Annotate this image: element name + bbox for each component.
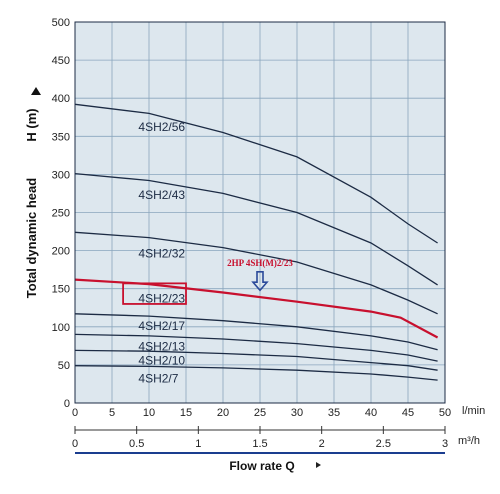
- x2-tick-label: 3: [442, 438, 448, 450]
- plot-frame: [74, 21, 446, 404]
- y-axis-arrow-icon: [31, 87, 41, 95]
- performance-curves: [74, 103, 439, 381]
- x-tick-label: 25: [254, 407, 266, 419]
- curve-4sh2-17: [74, 313, 438, 351]
- x-unit-lpm: l/min: [462, 405, 485, 417]
- x-tick-labels-lpm: 0 5 10 15 20 25 30 35 40 45 50: [72, 407, 451, 419]
- curve-4sh2-56: [74, 103, 438, 244]
- y-tick-labels: 0 50 100 150 200 250 300 350 400 450 500: [52, 17, 70, 410]
- curve-label: 4SH2/10: [138, 353, 185, 367]
- curve-label: 4SH2/56: [138, 120, 185, 134]
- x-tick-label: 5: [109, 407, 115, 419]
- x2-tick-label: 2: [319, 438, 325, 450]
- y-tick-label: 500: [52, 17, 70, 29]
- y-tick-label: 300: [52, 169, 70, 181]
- curve-label: 4SH2/17: [138, 319, 185, 333]
- x-tick-label: 50: [439, 407, 451, 419]
- y-tick-label: 450: [52, 55, 70, 67]
- y-axis-unit: H (m): [24, 108, 39, 141]
- y-tick-label: 150: [52, 284, 70, 296]
- y-axis-title: Total dynamic head: [24, 178, 39, 298]
- x-tick-label: 40: [365, 407, 377, 419]
- x2-tick-label: 0: [72, 438, 78, 450]
- y-tick-label: 100: [52, 322, 70, 334]
- x-tick-label: 0: [72, 407, 78, 419]
- x-tick-label: 30: [291, 407, 303, 419]
- y-tick-label: 350: [52, 131, 70, 143]
- curve-4sh2-10: [74, 349, 438, 371]
- x-tick-labels-m3h: 0 0.5 1 1.5 2 2.5 3: [72, 426, 448, 450]
- highlight-rect: [122, 282, 187, 305]
- y-tick-label: 400: [52, 93, 70, 105]
- x2-tick-label: 0.5: [129, 438, 144, 450]
- curve-label: 4SH2/23: [138, 292, 185, 306]
- y-tick-label: 200: [52, 246, 70, 258]
- x-axis-title: Flow rate Q: [229, 459, 294, 473]
- x2-tick-label: 1: [195, 438, 201, 450]
- x2-tick-label: 2.5: [376, 438, 391, 450]
- y-tick-label: 0: [64, 398, 70, 410]
- annotation-arrow-icon: [251, 271, 269, 292]
- y-axis-title-group: Total dynamic head H (m): [24, 87, 41, 298]
- x-axis-arrow-icon: [316, 462, 321, 468]
- curve-label: 4SH2/43: [138, 188, 185, 202]
- highlight-box: [122, 282, 187, 305]
- y-tick-label: 50: [58, 360, 70, 372]
- x-tick-label: 15: [180, 407, 192, 419]
- curve-4sh2-7: [74, 365, 438, 381]
- x-tick-label: 35: [328, 407, 340, 419]
- annotation-text: 2HP 4SH(M)2/23: [227, 258, 293, 268]
- x-tick-label: 20: [217, 407, 229, 419]
- x2-tick-label: 1.5: [252, 438, 267, 450]
- curve-4sh2-43: [74, 172, 438, 286]
- curve-label: 4SH2/32: [138, 247, 185, 261]
- curve-4sh2-32: [74, 231, 438, 315]
- curve-4sh2-13: [74, 333, 438, 362]
- x-tick-label: 10: [143, 407, 155, 419]
- y-tick-label: 250: [52, 208, 70, 220]
- x-unit-m3h: m³/h: [458, 435, 480, 447]
- curve-labels: 4SH2/56 4SH2/43 4SH2/32 4SH2/23 4SH2/17 4SH2/…: [138, 120, 185, 385]
- curve-label: 4SH2/13: [138, 340, 185, 354]
- curve-label: 4SH2/7: [138, 372, 178, 386]
- x-tick-label: 45: [402, 407, 414, 419]
- annotation: 2HP 4SH(M)2/23: [227, 258, 293, 292]
